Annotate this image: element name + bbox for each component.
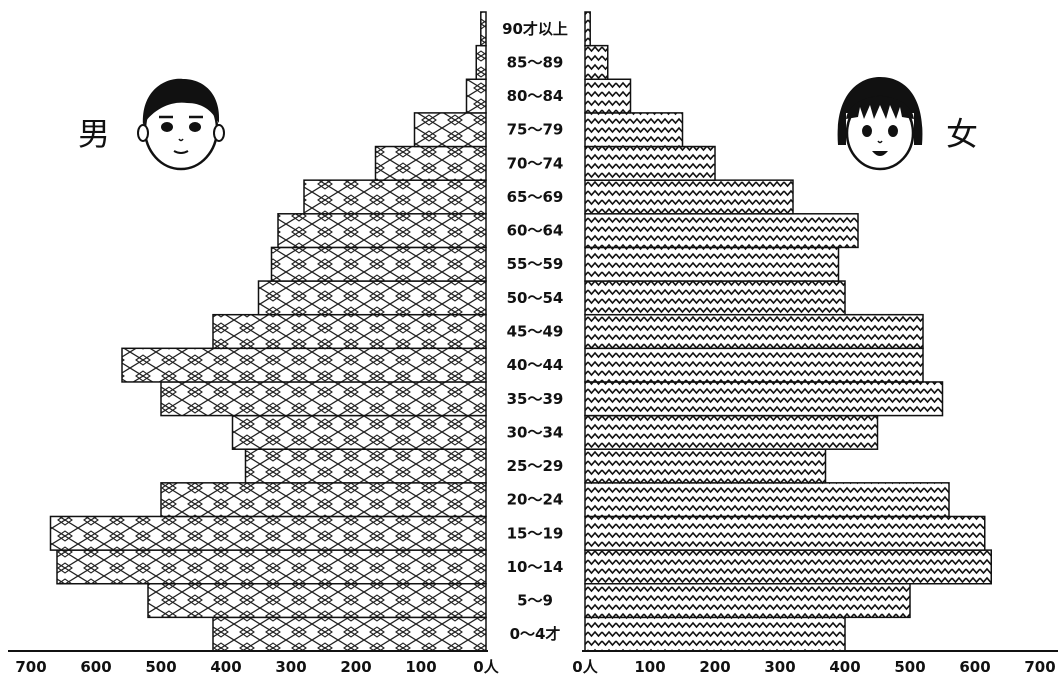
- age-group-label: 10～14: [507, 558, 564, 576]
- male-bar-5: [244, 448, 487, 484]
- age-group-label: 15～19: [507, 524, 564, 542]
- female-bar-16: [584, 78, 632, 114]
- boy-face-icon: [137, 78, 225, 171]
- age-group-label: 85～89: [507, 53, 564, 71]
- female-bar-11: [584, 246, 840, 282]
- female-axis-tick-label: 500: [894, 658, 925, 676]
- age-group-label: 25～29: [507, 457, 564, 475]
- male-axis-tick-label: 300: [275, 658, 306, 676]
- female-bar-17: [584, 44, 609, 81]
- age-group-label: 70～74: [507, 154, 564, 172]
- age-group-label: 35～39: [507, 390, 564, 408]
- male-bar-10: [257, 280, 487, 316]
- male-axis-tick-label: 400: [210, 658, 241, 676]
- male-bar-4: [160, 482, 487, 518]
- male-axis-tick-label: 100: [405, 658, 436, 676]
- male-bar-2: [56, 549, 487, 585]
- girl-face-icon: [837, 77, 923, 171]
- male-axis-tick-label: 700: [15, 658, 46, 676]
- age-group-label: 50～54: [507, 289, 564, 307]
- age-group-label: 20～24: [507, 491, 564, 509]
- female-bar-18: [584, 11, 591, 47]
- male-bar-7: [160, 381, 487, 417]
- female-axis-tick-label: 300: [764, 658, 795, 676]
- female-bar-2: [584, 549, 992, 585]
- male-bar-18: [480, 11, 487, 47]
- male-bar-12: [277, 213, 487, 249]
- female-bar-7: [584, 381, 944, 417]
- male-bar-13: [303, 179, 487, 215]
- female-axis-tick-label: 200: [699, 658, 730, 676]
- female-bar-5: [584, 448, 827, 484]
- female-bar-10: [584, 280, 846, 316]
- female-axis-tick-label: 700: [1024, 658, 1055, 676]
- age-group-label: 45～49: [507, 323, 564, 341]
- female-bar-0: [584, 616, 846, 652]
- female-bar-14: [584, 145, 716, 181]
- female-bar-1: [584, 582, 911, 619]
- male-bar-6: [231, 414, 487, 450]
- age-group-label: 5～9: [517, 592, 553, 610]
- female-bar-9: [584, 313, 924, 350]
- male-bar-8: [121, 347, 487, 383]
- male-bar-3: [49, 515, 487, 551]
- age-group-label: 75～79: [507, 121, 564, 139]
- male-bar-0: [212, 616, 487, 652]
- male-bar-16: [465, 78, 487, 114]
- male-axis-tick-label: 0人: [473, 658, 499, 676]
- male-bar-17: [475, 44, 487, 81]
- female-bar-13: [584, 179, 794, 215]
- female-axis-tick-label: 600: [959, 658, 990, 676]
- male-axis-tick-label: 200: [340, 658, 371, 676]
- age-group-label: 55～59: [507, 255, 564, 273]
- female-bar-12: [584, 213, 859, 249]
- female-bar-8: [584, 347, 924, 383]
- age-group-label: 90才以上: [502, 20, 568, 38]
- female-bar-4: [584, 482, 950, 518]
- male-bar-9: [212, 313, 487, 350]
- male-axis-tick-label: 600: [80, 658, 111, 676]
- female-bar-15: [584, 112, 684, 148]
- male-axis-tick-label: 500: [145, 658, 176, 676]
- age-group-label: 0～4才: [510, 625, 561, 643]
- age-group-label: 60～64: [507, 222, 564, 240]
- age-group-label: 65～69: [507, 188, 564, 206]
- male-label: 男: [78, 115, 110, 153]
- male-bar-11: [270, 246, 487, 282]
- female-axis-tick-label: 0人: [572, 658, 598, 676]
- age-group-label: 80～84: [507, 87, 564, 105]
- female-axis-tick-label: 400: [829, 658, 860, 676]
- male-bar-14: [374, 145, 487, 181]
- male-bar-15: [413, 112, 487, 148]
- female-bar-3: [584, 515, 986, 551]
- female-axis-tick-label: 100: [634, 658, 665, 676]
- age-group-label: 40～44: [507, 356, 564, 374]
- female-label: 女: [946, 115, 978, 153]
- male-bar-1: [147, 582, 487, 619]
- female-bar-6: [584, 414, 879, 450]
- age-group-label: 30～34: [507, 423, 564, 441]
